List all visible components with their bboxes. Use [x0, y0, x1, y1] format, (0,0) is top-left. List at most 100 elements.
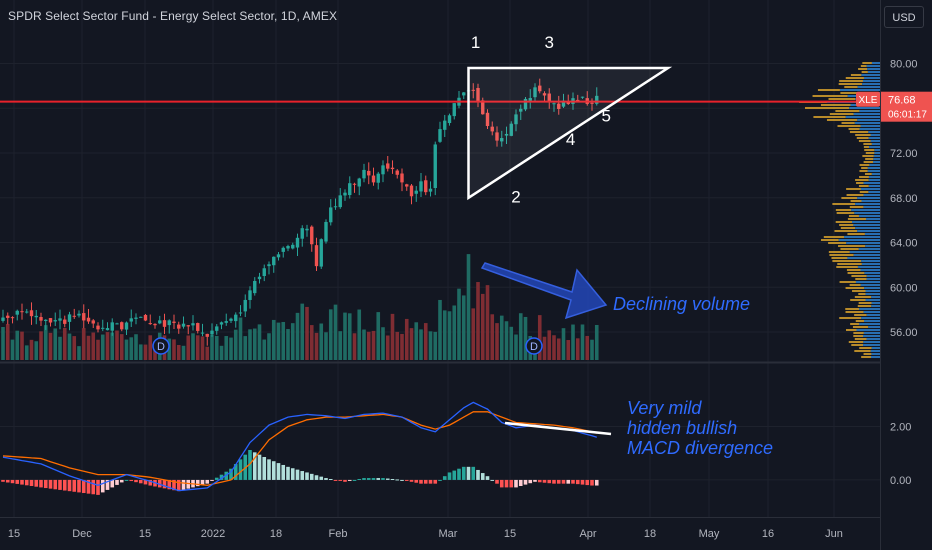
volume-bar: [276, 322, 281, 360]
histogram-bar: [281, 464, 286, 480]
profile-bar-up: [817, 89, 840, 91]
profile-bar-down: [858, 248, 880, 250]
volume-bar: [357, 309, 362, 360]
dividend-circle: [152, 337, 170, 355]
profile-bar-down: [857, 119, 880, 121]
currency-button[interactable]: USD: [884, 6, 924, 28]
histogram-bar: [167, 479, 172, 490]
profile-bar-up: [848, 341, 864, 343]
macd-tick-label: 2.00: [890, 421, 911, 433]
profile-bar-down: [853, 113, 880, 115]
histogram-bar: [366, 478, 371, 480]
candle-body: [1, 317, 5, 321]
volume-bar: [181, 345, 186, 360]
candle: [386, 155, 390, 172]
profile-bar-down: [861, 74, 880, 76]
candle-body: [29, 310, 34, 317]
histogram-bar: [15, 479, 20, 484]
candle-body: [172, 321, 176, 323]
candle-body: [229, 318, 233, 321]
profile-bar-down: [867, 170, 880, 172]
volume-bar: [115, 330, 119, 360]
candle: [153, 323, 157, 329]
histogram-bar: [471, 466, 476, 480]
profile-bar-up: [839, 281, 856, 283]
profile-bar-up: [837, 125, 861, 127]
candle-body: [424, 180, 428, 193]
profile-bar-down: [871, 302, 880, 304]
volume-bar: [262, 339, 267, 360]
candle-body: [433, 144, 437, 189]
candle-body: [262, 268, 266, 277]
volume-bar: [419, 329, 423, 360]
volume-bar: [461, 295, 466, 360]
histogram-bar: [447, 472, 452, 480]
histogram-bar: [423, 479, 428, 484]
volume-bar: [428, 331, 433, 360]
candle-body: [395, 170, 399, 175]
candle-body: [139, 316, 143, 318]
profile-bar-up: [812, 95, 848, 97]
candle: [139, 316, 143, 318]
profile-bar-up: [857, 305, 872, 307]
profile-bar-up: [839, 317, 862, 319]
profile-bar-up: [858, 293, 866, 295]
volume-bar: [585, 335, 590, 360]
profile-bar-up: [863, 353, 872, 355]
histogram-bar: [590, 479, 594, 486]
candle: [162, 313, 167, 334]
profile-bar-down: [860, 269, 880, 271]
candle-body: [538, 85, 542, 92]
candle: [495, 126, 499, 147]
time-tick-label: Apr: [579, 528, 596, 540]
candle: [120, 321, 124, 332]
histogram-bar: [295, 469, 300, 480]
candle: [262, 264, 266, 282]
volume-bar: [91, 332, 96, 360]
triangle-point-label: 4: [566, 130, 575, 149]
candle: [238, 305, 243, 317]
candle: [376, 171, 380, 190]
profile-bar-up: [823, 236, 845, 238]
volume-bar: [34, 341, 39, 360]
histogram-bar: [376, 478, 381, 480]
profile-bar-down: [865, 245, 880, 247]
candle: [476, 83, 480, 108]
candle: [357, 177, 361, 196]
profile-bar-down: [870, 350, 880, 352]
candle: [129, 309, 133, 327]
volume-bar: [552, 335, 556, 360]
volume-bar: [24, 345, 29, 360]
candle: [538, 78, 542, 94]
volume-bar: [191, 333, 195, 360]
trend-arrow: [480, 262, 608, 320]
volume-bar: [499, 315, 504, 360]
time-tick-label: May: [699, 528, 720, 540]
candle-body: [105, 328, 110, 331]
profile-bar-down: [860, 188, 880, 190]
histogram-bar: [371, 478, 376, 480]
candle-body: [590, 102, 594, 104]
volume-bar: [471, 308, 476, 360]
volume-bar: [248, 329, 252, 360]
histogram-bar: [100, 479, 105, 493]
candle-body: [357, 178, 361, 187]
candle-body: [177, 324, 181, 329]
histogram-bar: [566, 479, 571, 484]
candle: [343, 189, 347, 201]
signal-line: [2, 411, 597, 486]
histogram-bar: [594, 479, 599, 486]
candle-body: [490, 126, 494, 132]
profile-bar-up: [820, 239, 839, 241]
candle-body: [414, 190, 418, 194]
histogram-bar: [96, 479, 100, 495]
candle: [424, 175, 428, 196]
candle-body: [148, 323, 152, 325]
histogram-bar: [157, 479, 162, 488]
candle: [110, 318, 114, 336]
histogram-bar: [499, 479, 504, 488]
profile-bar-down: [870, 134, 880, 136]
histogram-bar: [20, 479, 24, 485]
candle: [523, 96, 528, 112]
